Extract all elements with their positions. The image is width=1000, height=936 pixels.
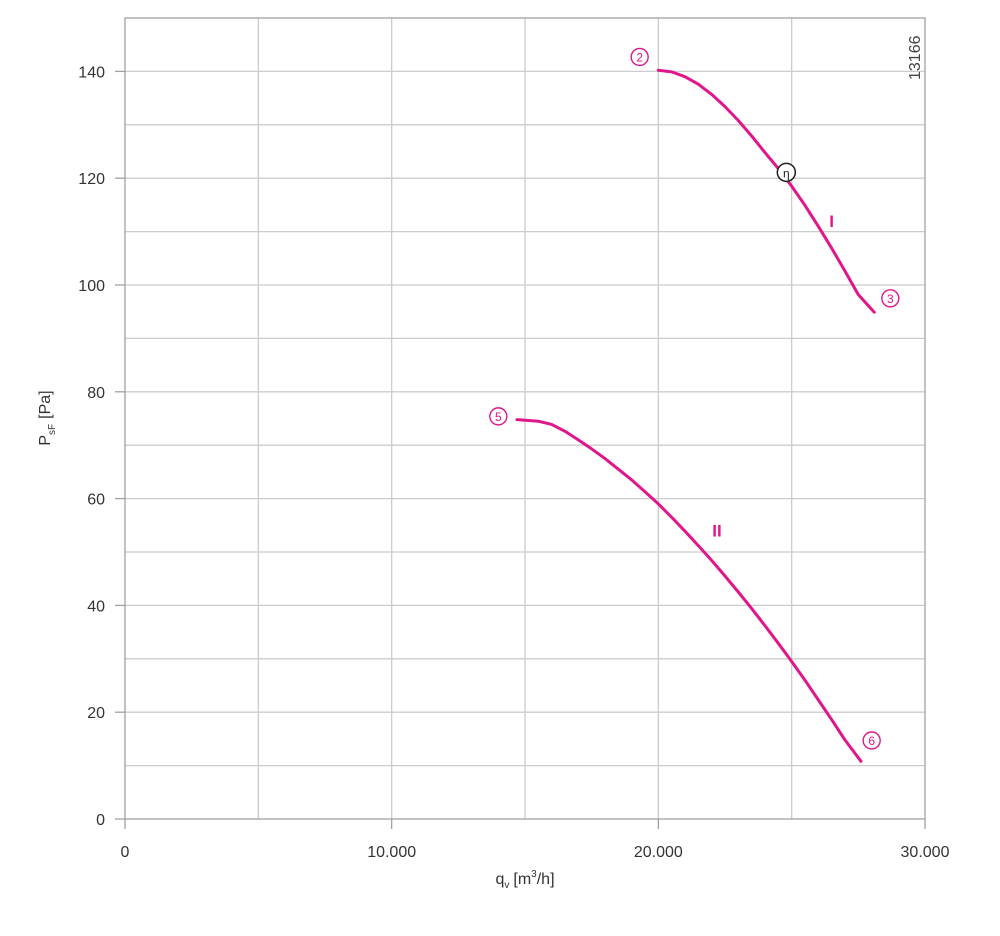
curve-markers: 2 3 5 6 η [489,47,900,750]
figure-id: 13166 [907,35,924,80]
curve-2 [515,418,863,763]
y-tick-label: 0 [96,812,105,829]
operating-point-marker: 3 [881,289,900,308]
x-tick-label: 30.000 [901,844,950,861]
marker-circle [630,47,649,67]
marker-circle [881,289,900,308]
x-axis-label: qv [m3/h] [495,869,554,891]
curve-label: I [829,212,834,231]
y-tick-label: 40 [87,598,105,615]
curves: III [515,68,876,763]
operating-point-marker: 6 [862,731,881,750]
y-tick-label: 100 [78,278,105,295]
operating-point-marker: 5 [489,407,508,426]
marker-number: 5 [495,410,502,424]
efficiency-marker-circle [776,162,797,183]
y-tick-label: 20 [87,705,105,722]
marker-circle [489,407,508,426]
curve-1 [656,68,876,314]
x-tick-label: 0 [121,844,130,861]
grid [125,18,925,819]
marker-number: 2 [636,50,643,64]
curve-label: II [712,522,721,541]
marker-number: 6 [868,734,875,748]
y-axis-label: PsF[Pa] [37,390,58,445]
y-axis-ticks: 0 20 40 60 80 100 120 140 [78,64,125,829]
y-tick-label: 140 [78,64,105,81]
x-axis-ticks: 0 10.000 20.000 30.000 [121,819,950,861]
efficiency-marker-symbol: η [783,166,790,180]
y-tick-label: 80 [87,385,105,402]
operating-point-marker: 2 [630,47,649,67]
efficiency-marker: η [776,162,797,183]
marker-number: 3 [887,292,894,306]
marker-circle [862,731,881,750]
x-tick-label: 10.000 [367,844,416,861]
x-tick-label: 20.000 [634,844,683,861]
plot-frame [124,17,926,820]
y-tick-label: 120 [78,171,105,188]
y-tick-label: 60 [87,492,105,509]
